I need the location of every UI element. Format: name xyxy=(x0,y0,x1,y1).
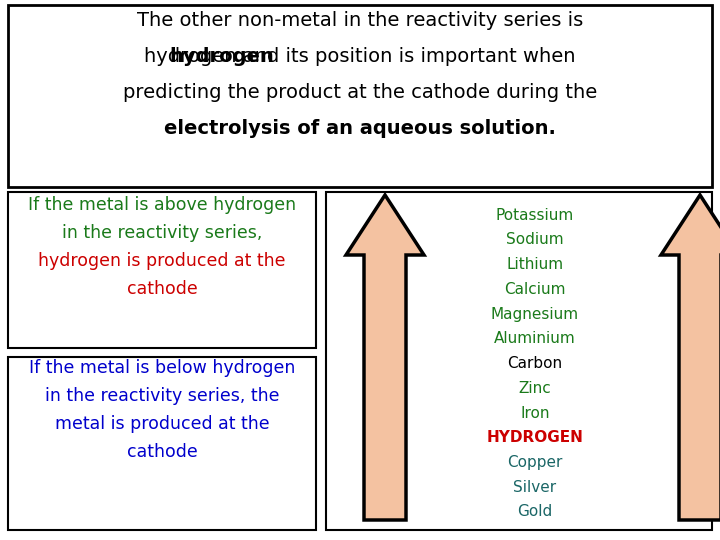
Text: hydrogen: hydrogen xyxy=(170,46,274,65)
Text: Potassium: Potassium xyxy=(496,207,574,222)
Text: Aluminium: Aluminium xyxy=(494,331,576,346)
Text: hydrogen is produced at the: hydrogen is produced at the xyxy=(38,252,286,270)
Text: Silver: Silver xyxy=(513,480,557,495)
Text: in the reactivity series, the: in the reactivity series, the xyxy=(45,387,279,405)
Text: Carbon: Carbon xyxy=(508,356,562,371)
Text: Copper: Copper xyxy=(508,455,563,470)
Text: Gold: Gold xyxy=(518,504,553,519)
Text: Zinc: Zinc xyxy=(518,381,552,396)
Text: hydrogen and its position is important when: hydrogen and its position is important w… xyxy=(144,46,576,65)
Bar xyxy=(8,192,316,348)
Text: If the metal is above hydrogen: If the metal is above hydrogen xyxy=(28,196,296,214)
Text: The other non-metal in the reactivity series is: The other non-metal in the reactivity se… xyxy=(137,10,583,30)
Polygon shape xyxy=(661,195,720,520)
Bar xyxy=(326,192,712,530)
Polygon shape xyxy=(346,195,424,520)
Text: If the metal is below hydrogen: If the metal is below hydrogen xyxy=(29,359,295,377)
Text: metal is produced at the: metal is produced at the xyxy=(55,415,269,433)
Bar xyxy=(8,357,316,530)
Text: cathode: cathode xyxy=(127,280,197,298)
Text: HYDROGEN: HYDROGEN xyxy=(487,430,583,445)
Text: Magnesium: Magnesium xyxy=(491,307,579,321)
Text: Sodium: Sodium xyxy=(506,232,564,247)
Text: in the reactivity series,: in the reactivity series, xyxy=(62,224,262,242)
Text: cathode: cathode xyxy=(127,443,197,461)
Text: Iron: Iron xyxy=(521,406,550,421)
Text: Calcium: Calcium xyxy=(504,282,566,297)
Bar xyxy=(8,5,712,187)
Text: electrolysis of an aqueous solution.: electrolysis of an aqueous solution. xyxy=(164,118,556,138)
Text: Lithium: Lithium xyxy=(506,257,564,272)
Text: predicting the product at the cathode during the: predicting the product at the cathode du… xyxy=(123,83,597,102)
